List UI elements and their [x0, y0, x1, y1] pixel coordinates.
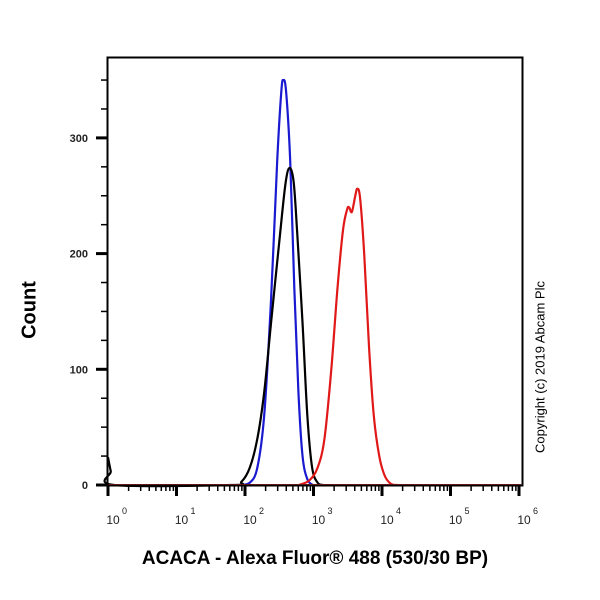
svg-text:4: 4	[396, 506, 401, 516]
svg-text:10: 10	[312, 513, 326, 527]
svg-text:10: 10	[106, 513, 120, 527]
svg-text:1: 1	[191, 506, 196, 516]
y-axis-ticks: 0 100 200 300	[70, 79, 107, 492]
y-axis-label: Count	[18, 281, 41, 339]
svg-text:10: 10	[243, 513, 257, 527]
svg-text:10: 10	[449, 513, 463, 527]
svg-text:5: 5	[465, 506, 470, 516]
series-curve-0	[239, 78, 314, 487]
svg-text:10: 10	[380, 513, 394, 527]
copyright-notice: Copyright (c) 2019 Abcam Plc	[532, 281, 548, 453]
svg-text:300: 300	[70, 133, 88, 145]
svg-text:2: 2	[259, 506, 264, 516]
x-axis-label: ACACA - Alexa Fluor® 488 (530/30 BP)	[141, 548, 489, 569]
svg-text:3: 3	[328, 506, 333, 516]
histogram-curves	[103, 78, 521, 488]
svg-text:200: 200	[70, 249, 88, 261]
series-curve-1	[103, 166, 324, 488]
svg-text:0: 0	[82, 480, 88, 492]
svg-text:10: 10	[175, 513, 189, 527]
series-curve-2	[298, 187, 398, 487]
svg-text:10: 10	[517, 513, 531, 527]
svg-text:6: 6	[533, 506, 538, 516]
svg-text:0: 0	[122, 506, 127, 516]
plot-frame	[106, 56, 524, 487]
svg-text:100: 100	[70, 364, 88, 376]
